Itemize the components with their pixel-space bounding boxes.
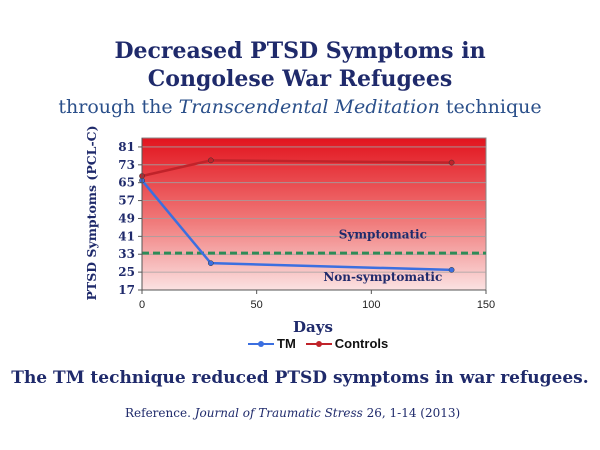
reference-detail: 26, 1-14 (2013) bbox=[362, 406, 461, 420]
axes: 17 25 33 41 49 57 65 73 81 0 50 100 150 bbox=[118, 138, 495, 311]
chart-subtitle: through the Transcendental Meditation te… bbox=[0, 96, 600, 118]
x-axis-label: Days bbox=[293, 318, 333, 336]
x-tick-label-50: 50 bbox=[251, 299, 263, 311]
y-tick-label-65: 65 bbox=[118, 176, 135, 190]
subtitle-prefix: through the bbox=[58, 96, 179, 118]
y-tick-label-17: 17 bbox=[118, 283, 135, 297]
reference-label: Reference. bbox=[125, 406, 191, 420]
data-point-controls-1 bbox=[207, 157, 214, 164]
chart-legend: TM Controls bbox=[248, 336, 388, 351]
reference-citation: Reference. Journal of Traumatic Stress 2… bbox=[125, 406, 460, 420]
y-tick-label-57: 57 bbox=[118, 194, 135, 208]
chart-title-line2: Congolese War Refugees bbox=[147, 66, 453, 92]
y-axis-label: PTSD Symptoms (PCL-C) bbox=[84, 125, 99, 300]
legend-item-controls: Controls bbox=[305, 336, 389, 351]
y-tick-label-73: 73 bbox=[118, 158, 135, 172]
legend-label-tm: TM bbox=[277, 336, 296, 351]
reference-journal: Journal of Traumatic Stress bbox=[194, 406, 363, 420]
annotation-symptomatic: Symptomatic bbox=[339, 228, 427, 242]
legend-item-tm: TM bbox=[248, 336, 296, 351]
data-point-controls-2 bbox=[448, 159, 455, 166]
chart-title-line1: Decreased PTSD Symptoms in bbox=[114, 38, 486, 64]
legend-swatch-tm bbox=[248, 339, 274, 349]
y-tick-label-41: 41 bbox=[118, 229, 135, 243]
y-tick-label-25: 25 bbox=[118, 265, 135, 279]
subtitle-suffix: technique bbox=[439, 96, 542, 118]
annotations: Symptomatic Non-symptomatic bbox=[323, 228, 442, 284]
x-tick-label-100: 100 bbox=[362, 299, 380, 311]
conclusion-text: The TM technique reduced PTSD symptoms i… bbox=[11, 368, 589, 388]
legend-label-controls: Controls bbox=[334, 336, 389, 351]
x-tick-label-0: 0 bbox=[139, 299, 145, 311]
data-point-tm-2 bbox=[448, 267, 455, 273]
subtitle-technique: Transcendental Meditation bbox=[178, 96, 440, 118]
legend-swatch-controls bbox=[305, 339, 332, 349]
data-point-tm-1 bbox=[207, 260, 214, 267]
y-tick-label-49: 49 bbox=[118, 211, 135, 225]
x-tick-label-150: 150 bbox=[477, 299, 495, 311]
y-tick-label-81: 81 bbox=[118, 140, 135, 154]
annotation-non-symptomatic: Non-symptomatic bbox=[323, 270, 442, 284]
y-tick-label-33: 33 bbox=[118, 247, 135, 261]
